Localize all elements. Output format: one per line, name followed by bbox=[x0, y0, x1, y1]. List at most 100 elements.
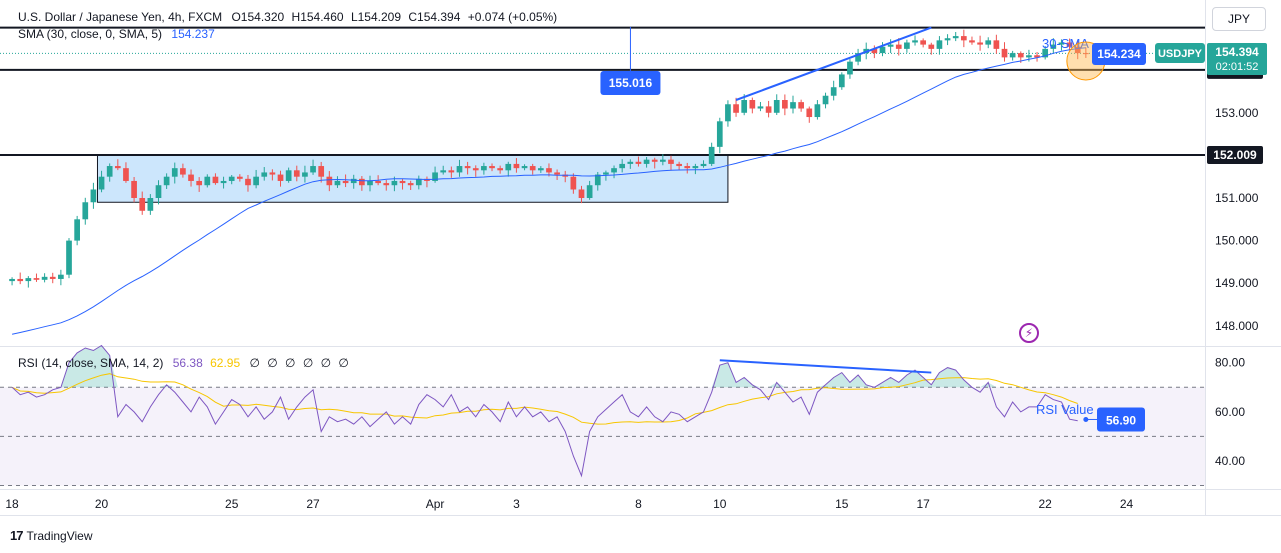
candle[interactable] bbox=[1042, 46, 1049, 60]
candle[interactable] bbox=[293, 165, 300, 182]
candle[interactable] bbox=[765, 100, 772, 118]
candle[interactable] bbox=[440, 165, 447, 175]
candle[interactable] bbox=[936, 36, 943, 55]
candle[interactable] bbox=[635, 156, 642, 167]
price-trendline[interactable] bbox=[735, 26, 932, 101]
candle[interactable] bbox=[131, 176, 137, 203]
candle[interactable] bbox=[204, 174, 211, 188]
candle[interactable] bbox=[594, 171, 601, 191]
price-callout-badge[interactable] bbox=[600, 71, 661, 95]
candle[interactable] bbox=[342, 174, 349, 188]
candle[interactable] bbox=[529, 163, 536, 175]
candle[interactable] bbox=[676, 161, 682, 171]
candle[interactable] bbox=[66, 238, 72, 279]
candle[interactable] bbox=[245, 174, 251, 192]
candle[interactable] bbox=[123, 162, 129, 183]
candle[interactable] bbox=[196, 177, 203, 192]
candle[interactable] bbox=[814, 100, 821, 120]
candle[interactable] bbox=[302, 165, 308, 183]
candle[interactable] bbox=[651, 157, 658, 169]
tradingview-logo[interactable]: 17 TradingView bbox=[10, 528, 93, 543]
candle[interactable] bbox=[806, 106, 813, 123]
candle[interactable] bbox=[456, 159, 463, 177]
candle[interactable] bbox=[830, 80, 837, 101]
candle[interactable] bbox=[1083, 47, 1089, 58]
candle[interactable] bbox=[58, 269, 64, 286]
candle[interactable] bbox=[546, 163, 552, 177]
candle[interactable] bbox=[1009, 50, 1016, 61]
candle[interactable] bbox=[643, 157, 650, 168]
candle[interactable] bbox=[147, 194, 154, 215]
candle[interactable] bbox=[171, 162, 178, 184]
candle[interactable] bbox=[521, 164, 528, 171]
lightning-icon[interactable]: ⚡ bbox=[1019, 323, 1039, 343]
candle[interactable] bbox=[798, 99, 804, 112]
candle[interactable] bbox=[684, 162, 691, 174]
candle[interactable] bbox=[586, 180, 593, 200]
candle[interactable] bbox=[472, 165, 479, 177]
candle[interactable] bbox=[855, 48, 861, 66]
candle[interactable] bbox=[700, 160, 707, 168]
rsi-line[interactable] bbox=[11, 344, 1078, 478]
candle[interactable] bbox=[537, 166, 544, 173]
candle[interactable] bbox=[41, 273, 48, 283]
candle[interactable] bbox=[660, 154, 666, 166]
rsi-ma-line[interactable] bbox=[11, 373, 1078, 425]
candle[interactable] bbox=[993, 34, 1000, 54]
candle[interactable] bbox=[448, 166, 455, 178]
candle[interactable] bbox=[188, 169, 194, 187]
candle[interactable] bbox=[98, 170, 105, 193]
candle[interactable] bbox=[749, 97, 756, 114]
candle[interactable] bbox=[977, 35, 983, 51]
currency-button[interactable]: JPY bbox=[1212, 7, 1266, 31]
candle[interactable] bbox=[407, 180, 414, 190]
candle[interactable] bbox=[318, 161, 325, 183]
candle[interactable] bbox=[415, 175, 422, 190]
candle[interactable] bbox=[33, 273, 40, 282]
candle[interactable] bbox=[464, 161, 471, 175]
candle[interactable] bbox=[944, 34, 951, 46]
candle[interactable] bbox=[49, 272, 56, 284]
candle[interactable] bbox=[285, 167, 292, 183]
candle[interactable] bbox=[74, 215, 80, 246]
candle[interactable] bbox=[773, 94, 780, 115]
sma-line[interactable] bbox=[11, 47, 1086, 335]
sma-legend[interactable]: SMA (30, close, 0, SMA, 5) 154.237 bbox=[18, 27, 215, 41]
candle[interactable] bbox=[180, 163, 186, 178]
candle[interactable] bbox=[782, 94, 788, 116]
candle[interactable] bbox=[82, 197, 89, 225]
candle[interactable] bbox=[960, 29, 967, 48]
candle[interactable] bbox=[367, 175, 373, 192]
candle[interactable] bbox=[619, 159, 626, 173]
rsi-trendline[interactable] bbox=[719, 359, 932, 374]
candle[interactable] bbox=[106, 163, 113, 182]
candle[interactable] bbox=[163, 173, 170, 189]
candle[interactable] bbox=[847, 59, 853, 79]
candle[interactable] bbox=[692, 163, 699, 175]
candle[interactable] bbox=[114, 159, 121, 171]
candle[interactable] bbox=[952, 31, 959, 42]
candle[interactable] bbox=[716, 117, 723, 154]
candle[interactable] bbox=[1050, 38, 1057, 54]
candle[interactable] bbox=[895, 38, 902, 56]
candle[interactable] bbox=[733, 97, 739, 117]
candle[interactable] bbox=[708, 142, 715, 167]
candle[interactable] bbox=[1058, 39, 1065, 51]
candle[interactable] bbox=[627, 159, 634, 169]
candle[interactable] bbox=[155, 180, 162, 205]
candle[interactable] bbox=[9, 277, 15, 286]
candle[interactable] bbox=[879, 42, 886, 57]
candle[interactable] bbox=[1001, 42, 1008, 62]
candle[interactable] bbox=[904, 39, 910, 53]
candle[interactable] bbox=[350, 174, 357, 189]
candle[interactable] bbox=[969, 36, 975, 45]
candle[interactable] bbox=[334, 176, 341, 188]
candle[interactable] bbox=[489, 163, 495, 172]
candle[interactable] bbox=[399, 178, 406, 190]
rsi-value-badge[interactable] bbox=[1097, 407, 1145, 432]
candle[interactable] bbox=[310, 159, 316, 175]
candle[interactable] bbox=[383, 179, 390, 191]
candle[interactable] bbox=[432, 166, 438, 183]
candle[interactable] bbox=[790, 95, 796, 114]
candle[interactable] bbox=[985, 37, 992, 49]
